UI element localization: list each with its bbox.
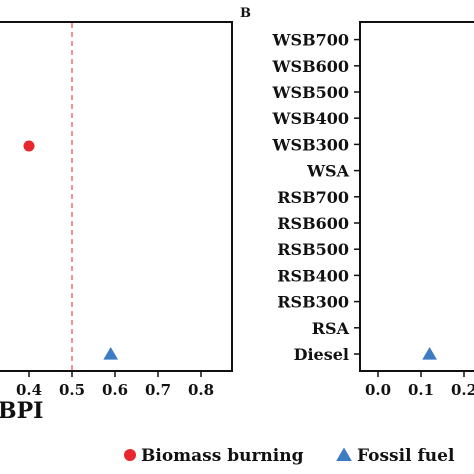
panel-b-frame [359,21,474,372]
legend-fossil-fuel-marker [336,447,352,461]
panel-b-category-label: RSB300 [277,293,349,312]
panel-a-tick-label: 0.8 [188,381,214,399]
panel-b-tick-label: 0.2 [451,381,474,399]
panel-a-point-fossil-fuel [103,347,119,360]
panel-b-category-label: WSB300 [272,135,349,154]
panel-b-category-label: WSB500 [272,83,349,102]
panel-b-category-label: WSB400 [272,109,349,128]
panel-a-tick-label: 0.7 [145,381,171,399]
panel-a-x-axis-label: BPI [0,398,43,424]
legend: Biomass burning Fossil fuel [124,446,455,466]
panel-b-points [422,347,437,360]
panel-a-tick-label: 0.6 [102,381,128,399]
legend-biomass-burning-label: Biomass burning [141,446,304,466]
panel-b-category-label: Diesel [294,345,349,364]
panel-a-point-biomass-burning [23,140,35,152]
panel-b-tick-label: 0.1 [408,381,434,399]
panel-b-category-label: RSB700 [277,188,349,207]
legend-fossil-fuel-label: Fossil fuel [357,446,455,466]
panel-b-tick-label: 0.0 [365,381,391,399]
panel-b-category-label: RSB600 [277,214,349,233]
panel-a-frame [0,21,233,372]
legend-biomass-burning-marker [124,449,136,461]
panel-a-tick-label: 0.5 [59,381,85,399]
panel-b-label: B [240,6,251,21]
panel-b-category-label: WSB600 [272,57,349,76]
panel-a-tick-label: 0.4 [16,381,42,399]
panel-b-point-fossil-fuel [422,347,437,360]
panel-b-category-label: RSB400 [277,266,349,285]
panel-b-category-label: WSA [306,162,350,181]
panel-a-x-ticks: 0.4 0.5 0.6 0.7 0.8 [16,371,214,399]
panel-b-category-label: WSB700 [272,31,349,50]
panel-a-points [23,140,119,360]
panel-b-x-ticks: 0.0 0.1 0.2 [365,371,474,399]
panel-b-category-labels: Diesel RSA RSB300 RSB400 RSB500 RSB600 RSB700 W… [272,31,360,364]
panel-b-category-label: RSA [312,319,350,338]
panel-b-category-label: RSB500 [277,240,349,259]
